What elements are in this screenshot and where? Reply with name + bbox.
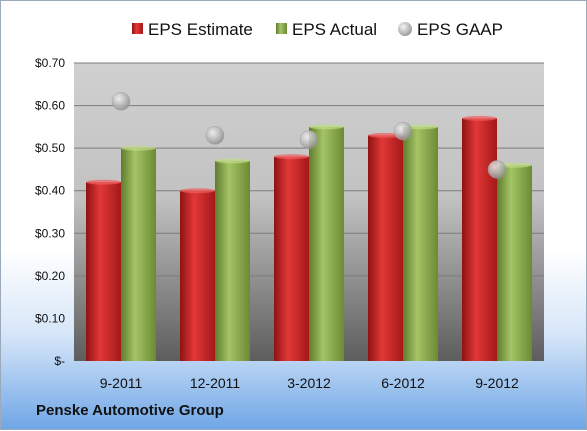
marker-eps-gaap — [393, 121, 413, 141]
y-tick-label: $0.50 — [35, 141, 65, 155]
y-tick-label: $0.20 — [35, 269, 65, 283]
marker-eps-gaap — [299, 130, 319, 149]
y-axis-labels: $- $0.10 $0.20 $0.30 $0.40 $0.50 $0.60 $0.70 — [35, 56, 65, 368]
x-tick-label: 9-2011 — [100, 375, 143, 391]
y-tick-label: $0.40 — [35, 184, 65, 198]
bar-eps-estimate — [86, 182, 121, 361]
x-tick-label: 6-2012 — [381, 375, 425, 391]
bar-eps-estimate-top — [86, 179, 121, 185]
y-tick-label: $0.60 — [35, 99, 65, 113]
y-tick-label: $- — [54, 354, 65, 368]
bar-eps-actual-top — [121, 145, 156, 151]
bar-eps-actual-top — [215, 158, 250, 164]
y-tick-label: $0.30 — [35, 226, 65, 240]
bar-eps-actual-top — [497, 162, 532, 168]
bar-eps-actual — [215, 160, 250, 361]
x-tick-label: 9-2012 — [475, 375, 519, 391]
bar-eps-estimate — [274, 156, 309, 361]
bars — [86, 115, 532, 361]
bar-eps-estimate — [180, 190, 215, 361]
company-name: Penske Automotive Group — [36, 402, 224, 419]
legend-label-estimate: EPS Estimate — [148, 20, 253, 39]
legend: EPS Estimate EPS Actual EPS GAAP — [132, 20, 503, 39]
marker-eps-gaap — [111, 92, 131, 111]
bar-eps-actual — [309, 126, 344, 361]
x-tick-label: 12-2011 — [190, 375, 241, 391]
gaap-markers — [111, 92, 507, 179]
legend-label-actual: EPS Actual — [292, 20, 377, 39]
legend-label-gaap: EPS GAAP — [417, 20, 503, 39]
x-tick-label: 3-2012 — [287, 375, 331, 391]
bar-eps-actual-top — [309, 124, 344, 130]
bar-eps-estimate-top — [274, 154, 309, 160]
bar-eps-actual — [121, 148, 156, 361]
legend-swatch-estimate — [132, 23, 143, 34]
marker-eps-gaap — [487, 160, 507, 179]
bar-eps-estimate-top — [368, 132, 403, 138]
legend-swatch-actual — [276, 23, 287, 34]
x-axis-labels: 9-2011 12-2011 3-2012 6-2012 9-2012 — [100, 375, 519, 391]
bar-eps-estimate — [462, 118, 497, 361]
bar-eps-actual — [403, 126, 438, 361]
legend-marker-gaap — [398, 22, 412, 36]
y-tick-label: $0.70 — [35, 56, 65, 70]
bar-eps-estimate-top — [180, 188, 215, 194]
bar-eps-actual — [497, 165, 532, 361]
bar-eps-actual-top — [403, 124, 438, 130]
marker-eps-gaap — [205, 126, 225, 145]
bar-eps-estimate — [368, 135, 403, 361]
y-tick-label: $0.10 — [35, 311, 65, 325]
bar-eps-estimate-top — [462, 115, 497, 121]
